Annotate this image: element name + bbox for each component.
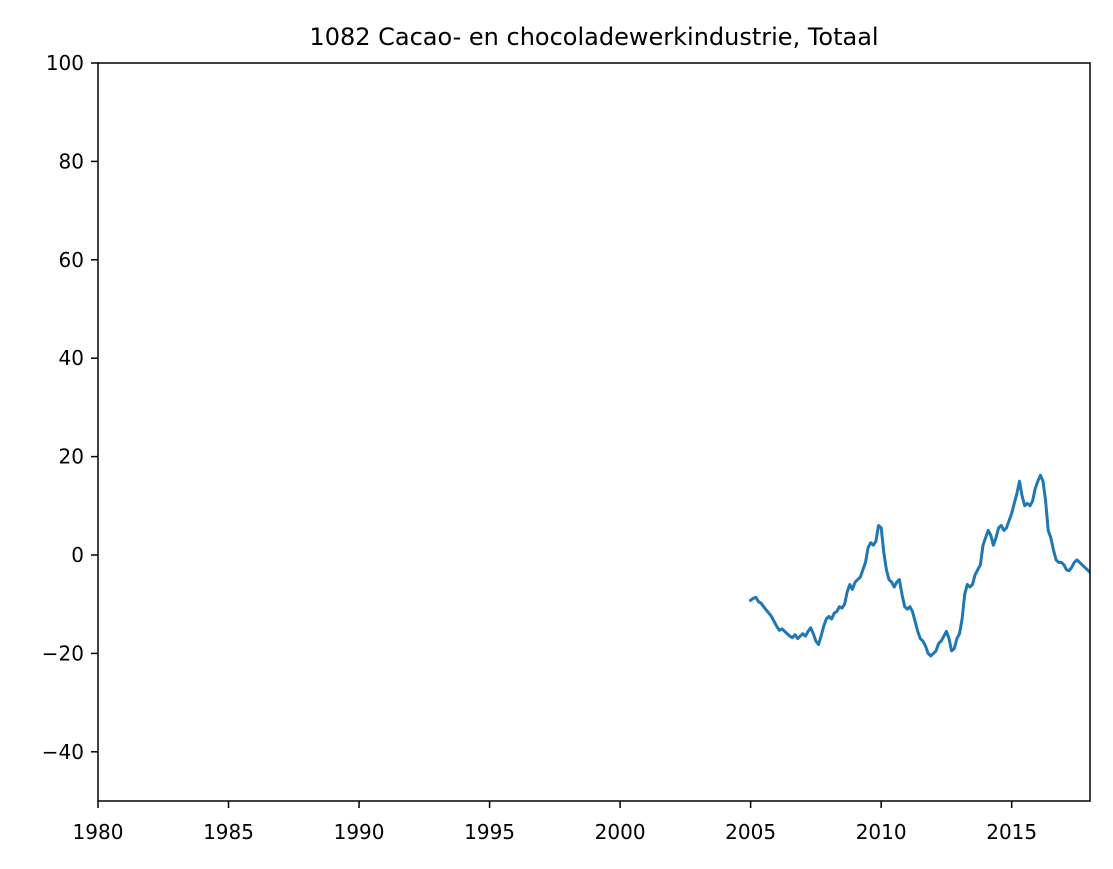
y-tick-label: 40 [59, 346, 84, 370]
x-tick-label: 2015 [986, 820, 1037, 844]
x-tick-label: 1995 [464, 820, 515, 844]
y-tick-label: −40 [42, 740, 84, 764]
x-tick-label: 1980 [73, 820, 124, 844]
y-tick-label: 100 [46, 51, 84, 75]
x-tick-label: 1985 [203, 820, 254, 844]
y-axis: −40 −20 0 20 40 60 80 100 [42, 51, 98, 764]
x-tick-label: 2010 [856, 820, 907, 844]
x-tick-label: 2000 [595, 820, 646, 844]
y-tick-label: 60 [59, 248, 84, 272]
x-axis: 1980 1985 1990 1995 2000 2005 2010 2015 [73, 801, 1037, 844]
x-tick-label: 2005 [725, 820, 776, 844]
plot-frame [97, 62, 1091, 802]
y-tick-label: 80 [59, 149, 84, 173]
x-tick-label: 1990 [334, 820, 385, 844]
y-tick-label: 20 [59, 445, 84, 469]
series-line [748, 473, 1090, 658]
series-layer [748, 473, 1090, 658]
chart-title: 1082 Cacao- en chocoladewerkindustrie, T… [309, 23, 878, 51]
y-tick-label: 0 [71, 543, 84, 567]
y-tick-label: −20 [42, 641, 84, 665]
